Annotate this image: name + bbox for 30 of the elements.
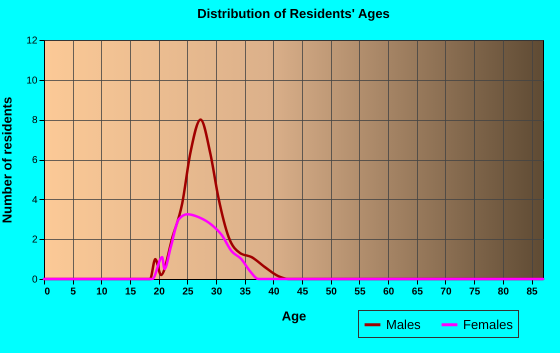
x-tick-label: 0 (44, 286, 50, 298)
x-tick-label: 15 (124, 286, 137, 298)
x-tick-label: 55 (354, 286, 366, 298)
x-tick-label: 25 (182, 286, 194, 298)
legend-label: Females (463, 316, 514, 332)
chart-title: Distribution of Residents' Ages (197, 6, 390, 21)
x-tick-label: 5 (70, 286, 76, 298)
x-tick-label: 35 (240, 286, 252, 298)
y-tick-label: 12 (26, 36, 38, 46)
x-tick-label: 20 (154, 286, 166, 298)
x-tick-label: 50 (326, 286, 338, 298)
x-tick-label: 85 (526, 286, 538, 298)
x-tick-label: 10 (96, 286, 108, 298)
x-tick-label: 60 (383, 286, 395, 298)
x-tick-label: 45 (297, 286, 309, 298)
legend-label: Males (386, 316, 422, 332)
x-tick-label: 65 (412, 286, 424, 298)
y-tick-label: 4 (32, 194, 38, 206)
y-tick-label: 2 (32, 234, 38, 246)
y-tick-label: 8 (32, 115, 38, 126)
y-tick-label: 10 (26, 75, 38, 86)
x-tick-label: 30 (211, 286, 223, 298)
x-tick-label: 75 (469, 286, 481, 298)
x-axis-title: Age (282, 308, 306, 324)
x-tick-label: 70 (440, 286, 452, 298)
x-tick-label: 80 (498, 286, 510, 298)
x-tick-label: 40 (268, 286, 280, 298)
y-tick-label: 0 (32, 274, 38, 286)
y-tick-label: 6 (32, 155, 38, 166)
y-axis-title: Number of residents (0, 96, 14, 224)
